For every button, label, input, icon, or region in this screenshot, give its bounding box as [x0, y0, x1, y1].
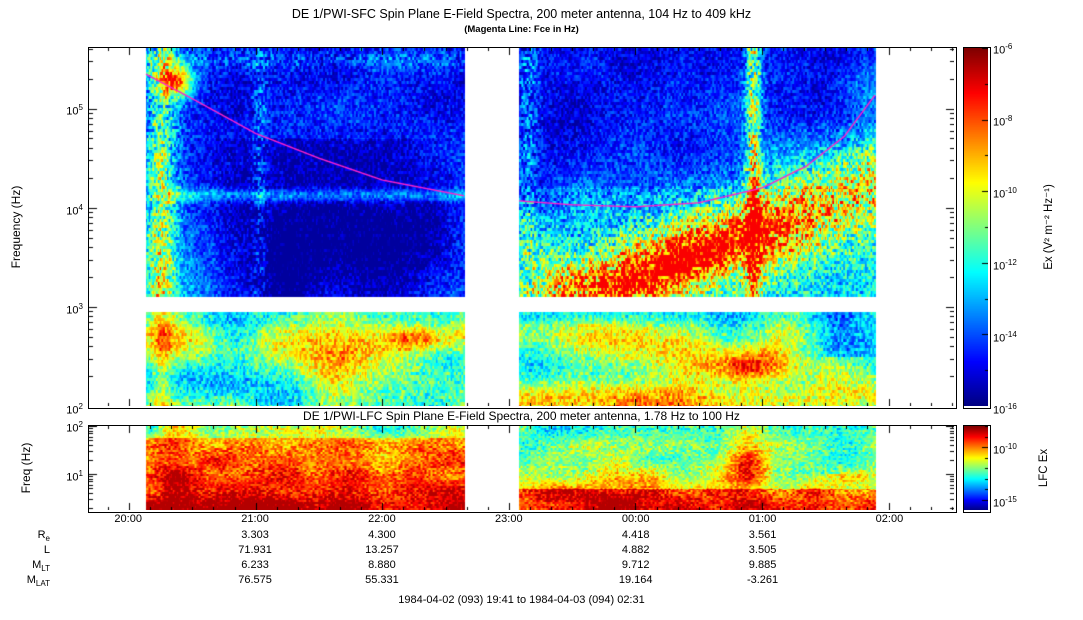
time-tick-label: 22:00 — [368, 513, 396, 525]
ephemeris-value: 8.880 — [368, 559, 396, 571]
sfc-colorbar-tick-label: 10-6 — [993, 42, 1013, 57]
lfc-colorbar-gradient — [964, 426, 988, 510]
ephemeris-value: 3.505 — [748, 544, 777, 556]
sfc-colorbar — [963, 47, 991, 409]
sfc-title: DE 1/PWI-SFC Spin Plane E-Field Spectra,… — [291, 7, 752, 21]
ephemeris-value: 6.233 — [241, 559, 269, 571]
ephemeris-value: 13.257 — [365, 544, 399, 556]
sfc-colorbar-tick-label: 10-16 — [993, 402, 1017, 417]
ephemeris-value: 4.882 — [621, 544, 650, 556]
time-tick-label: 20:00 — [114, 513, 142, 525]
sfc-colorbar-tick-label: 10-12 — [993, 258, 1017, 273]
ephemeris-value: 76.575 — [238, 574, 272, 586]
time-tick-label: 01:00 — [748, 513, 777, 525]
sfc-y-axis-label: Frequency (Hz) — [9, 185, 23, 269]
lfc-colorbar-tick-label: 10-10 — [993, 441, 1017, 457]
time-tick-label: 02:00 — [875, 513, 904, 525]
time-range-footer: 1984-04-02 (093) 19:41 to 1984-04-03 (09… — [398, 594, 645, 606]
sfc-plot-area — [88, 47, 957, 409]
ephemeris-value: -3.261 — [746, 574, 779, 586]
ephemeris-row-label: MLT — [32, 559, 50, 574]
ephemeris-row-label: MLAT — [26, 574, 50, 589]
sfc-colorbar-label: Ex (V² m⁻² Hz⁻¹) — [1043, 184, 1055, 270]
sfc-colorbar-tick-label: 10-10 — [993, 186, 1017, 201]
ephemeris-value: 4.418 — [621, 529, 650, 541]
ephemeris-value: 3.561 — [748, 529, 777, 541]
lfc-y-tick-label: 102 — [66, 420, 83, 435]
ephemeris-value: 3.303 — [241, 529, 269, 541]
sfc-spectrogram-image — [89, 48, 954, 406]
ephemeris-value: 71.931 — [238, 544, 272, 556]
lfc-colorbar — [963, 425, 991, 513]
lfc-colorbar-label: LFC Ex — [1038, 448, 1050, 488]
ephemeris-row-label: Re — [37, 529, 50, 544]
lfc-y-axis-label: Freq (Hz) — [19, 442, 33, 494]
sfc-subtitle: (Magenta Line: Fce in Hz) — [464, 24, 579, 35]
lfc-plot-area — [88, 425, 957, 513]
ephemeris-row-label: L — [43, 544, 50, 556]
sfc-y-tick-label: 103 — [66, 302, 83, 317]
time-tick-label: 21:00 — [241, 513, 269, 525]
time-tick-label: 23:00 — [495, 513, 523, 525]
ephemeris-value: 4.300 — [368, 529, 396, 541]
time-tick-label: 00:00 — [621, 513, 650, 525]
lfc-title: DE 1/PWI-LFC Spin Plane E-Field Spectra,… — [303, 409, 740, 423]
sfc-y-tick-label: 104 — [66, 202, 83, 218]
ephemeris-value: 9.712 — [621, 559, 650, 571]
ephemeris-value: 55.331 — [365, 574, 399, 586]
lfc-y-tick-label: 101 — [66, 469, 83, 484]
sfc-colorbar-tick-label: 10-8 — [993, 114, 1013, 129]
sfc-colorbar-tick-label: 10-14 — [993, 330, 1017, 345]
lfc-spectrogram-image — [89, 426, 954, 510]
lfc-colorbar-tick-label: 10-15 — [993, 495, 1017, 510]
sfc-colorbar-gradient — [964, 48, 988, 406]
sfc-y-tick-label: 105 — [66, 102, 83, 118]
sfc-y-tick-label: 102 — [66, 402, 83, 417]
ephemeris-value: 19.164 — [618, 574, 653, 586]
ephemeris-value: 9.885 — [748, 559, 777, 571]
